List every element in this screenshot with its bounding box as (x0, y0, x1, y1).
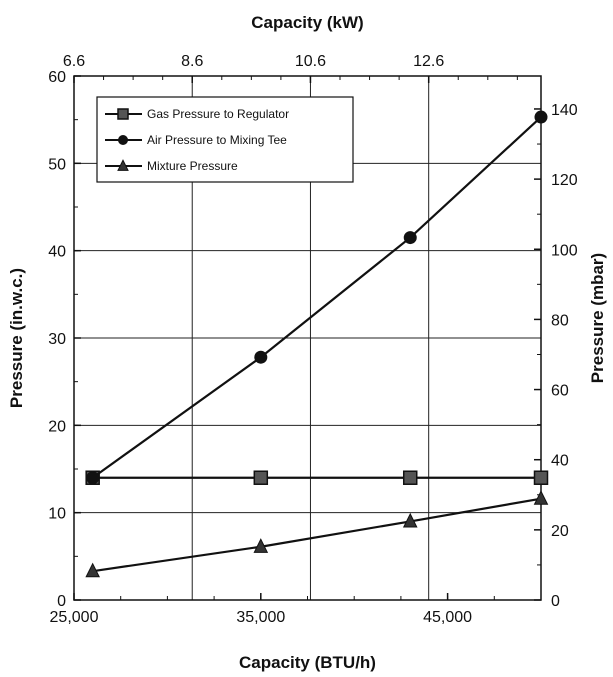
top-x-tick-label: 12.6 (413, 53, 444, 70)
right-y-tick-label: 140 (551, 102, 578, 119)
right-y-tick-label: 0 (551, 593, 560, 610)
right-y-tick-label: 60 (551, 383, 569, 400)
right-axis-title: Pressure (mbar) (588, 253, 607, 383)
data-point-triangle (117, 159, 129, 171)
right-y-tick-label: 80 (551, 312, 569, 329)
y-tick-label: 0 (57, 593, 66, 610)
y-tick-label: 60 (48, 69, 66, 86)
legend-label: Air Pressure to Mixing Tee (147, 133, 287, 147)
data-point-square (253, 470, 269, 485)
top-axis-title: Capacity (kW) (251, 13, 363, 32)
right-y-tick-label: 20 (551, 523, 569, 540)
series-line (92, 497, 542, 573)
data-point-triangle (402, 512, 418, 528)
data-point-triangle (253, 538, 269, 553)
legend: Gas Pressure to Regulator Air Pressure to… (96, 96, 354, 183)
legend-label: Gas Pressure to Regulator (147, 107, 289, 121)
y-tick-label: 50 (48, 156, 66, 173)
right-y-tick-label: 100 (551, 242, 578, 259)
data-point-circle (254, 350, 268, 364)
top-x-tick-label: 8.6 (181, 53, 203, 70)
data-point-circle (403, 231, 417, 245)
x-tick-label: 45,000 (423, 609, 472, 626)
y-tick-label: 10 (48, 506, 66, 523)
axis-ticks: 25,000 35,000 45,000 6.6 8.6 10.6 12.6 0 10 20 30 4… (48, 53, 578, 626)
x-tick-label: 35,000 (236, 609, 285, 626)
y-tick-label: 40 (48, 244, 66, 261)
x-tick-label: 25,000 (50, 609, 99, 626)
grid-lines (74, 76, 541, 600)
data-point-circle (118, 135, 128, 145)
data-point-square (402, 470, 418, 485)
y-tick-label: 20 (48, 418, 66, 435)
right-y-tick-label: 40 (551, 453, 569, 470)
top-x-tick-label: 10.6 (295, 53, 326, 70)
data-point-triangle (533, 490, 549, 505)
bottom-axis-title: Capacity (BTU/h) (239, 653, 376, 672)
data-point-square (533, 470, 549, 485)
series-lines (85, 110, 549, 578)
data-point-circle (534, 110, 548, 124)
series-line (92, 116, 542, 479)
left-axis-title: Pressure (in.w.c.) (7, 268, 26, 408)
top-x-tick-label: 6.6 (63, 53, 85, 70)
right-y-tick-label: 120 (551, 172, 578, 189)
legend-label: Mixture Pressure (147, 159, 238, 173)
data-point-square (117, 108, 129, 120)
data-point-triangle (85, 562, 100, 578)
y-tick-label: 30 (48, 331, 66, 348)
data-point-circle (86, 471, 100, 485)
